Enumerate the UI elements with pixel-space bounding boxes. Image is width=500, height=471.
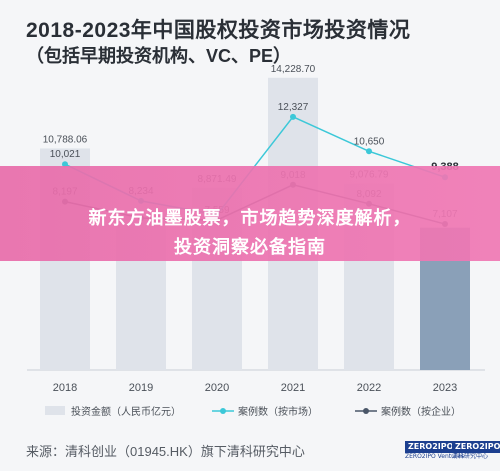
x-tick-label: 2023 — [433, 382, 457, 394]
cases-market-value-label: 10,650 — [354, 136, 385, 147]
legend-marker — [363, 408, 369, 414]
cases-market-point — [290, 113, 296, 120]
logo-mark: ZERO2IPO — [405, 441, 457, 453]
legend-marker — [220, 408, 226, 414]
logo-caption: 清科研究中心 — [452, 453, 489, 460]
legend-label: 投资金额（人民币亿元） — [71, 405, 181, 418]
chart-title: 2018-2023年中国股权投资市场投资情况 — [26, 19, 411, 42]
x-tick-label: 2019 — [129, 382, 153, 394]
source-note: 来源：清科创业（01945.HK）旗下清科研究中心 — [26, 444, 305, 459]
zero2ipo-research-logo: ZERO2IPO 清科研究中心 — [452, 434, 500, 461]
cases-market-point — [62, 161, 68, 168]
promo-banner — [0, 166, 500, 261]
legend-label: 案例数（按市场） — [238, 405, 318, 418]
bar-value-label: 14,228.70 — [271, 64, 316, 75]
banner-subheadline: 投资洞察必备指南 — [174, 237, 326, 257]
cases-market-value-label: 12,327 — [278, 102, 309, 113]
logo-caption: ZERO2IPO Ventures — [405, 453, 465, 460]
cases-market-value-label: 10,021 — [50, 149, 81, 160]
legend-label: 案例数（按企业） — [381, 405, 461, 418]
zero2ipo-ventures-logo: ZERO2IPO ZERO2IPO Ventures — [405, 434, 464, 461]
x-tick-label: 2020 — [205, 382, 229, 394]
logo-mark: ZERO2IPO — [452, 441, 500, 453]
chart-subtitle: （包括早期投资机构、VC、PE） — [26, 46, 292, 66]
bar-value-label: 10,788.06 — [43, 134, 88, 145]
legend-swatch — [45, 406, 65, 415]
banner-headline: 新东方油墨股票，市场趋势深度解析， — [88, 208, 412, 228]
cases-market-point — [366, 148, 372, 155]
x-tick-label: 2022 — [357, 382, 381, 394]
x-tick-label: 2021 — [281, 382, 305, 394]
x-tick-label: 2018 — [53, 382, 77, 394]
